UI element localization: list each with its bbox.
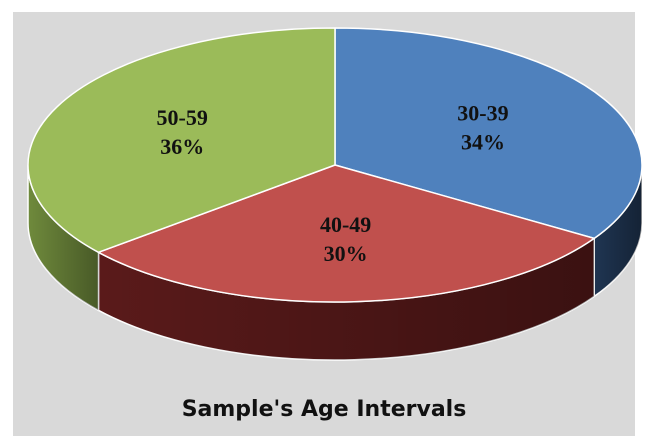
- pie-side-shade-40-49: [98, 238, 595, 361]
- slice-percent-label: 36%: [160, 134, 204, 159]
- slice-category-label: 30-39: [457, 101, 508, 126]
- slice-percent-label: 30%: [324, 241, 368, 266]
- pie-slice-40-49: [97, 164, 595, 303]
- pie-labels: 30-39 34% 40-49 30% 50-59 36%: [157, 101, 509, 267]
- chart-title: Sample's Age Intervals: [181, 397, 467, 422]
- slice-category-label: 50-59: [157, 105, 208, 130]
- pie-sides: [27, 164, 643, 361]
- pie-slice-50-59: [27, 27, 336, 254]
- pie-side-shade-30-39: [594, 165, 642, 297]
- slice-category-label: 40-49: [320, 212, 371, 237]
- pie-side-shade-50-59: [28, 165, 99, 311]
- pie-tops: [27, 27, 643, 303]
- slice-percent-label: 34%: [461, 130, 505, 155]
- pie-slice-30-39: [334, 27, 643, 240]
